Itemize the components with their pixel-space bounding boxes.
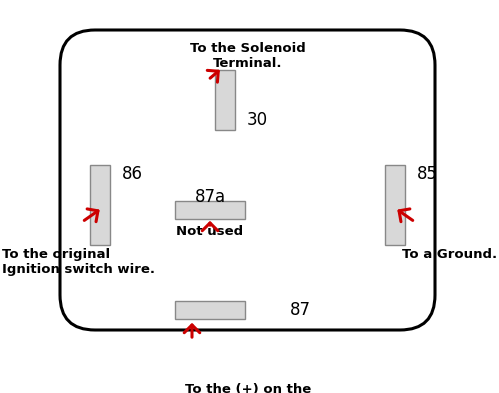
- Text: 30: 30: [247, 111, 268, 129]
- Text: To the original
Ignition switch wire.: To the original Ignition switch wire.: [2, 248, 155, 276]
- FancyBboxPatch shape: [90, 165, 110, 245]
- FancyBboxPatch shape: [385, 165, 405, 245]
- Text: 87: 87: [290, 301, 311, 319]
- FancyBboxPatch shape: [175, 201, 245, 219]
- Text: 87a: 87a: [195, 188, 226, 206]
- FancyBboxPatch shape: [175, 301, 245, 319]
- Text: Not used: Not used: [177, 225, 244, 238]
- Text: 86: 86: [122, 165, 143, 183]
- FancyBboxPatch shape: [215, 70, 235, 130]
- Text: To the (+) on the
battery (12v).: To the (+) on the battery (12v).: [185, 383, 311, 393]
- Text: To the Solenoid
Terminal.: To the Solenoid Terminal.: [190, 42, 306, 70]
- Text: To a Ground.: To a Ground.: [402, 248, 497, 261]
- FancyBboxPatch shape: [60, 30, 435, 330]
- Text: 85: 85: [417, 165, 438, 183]
